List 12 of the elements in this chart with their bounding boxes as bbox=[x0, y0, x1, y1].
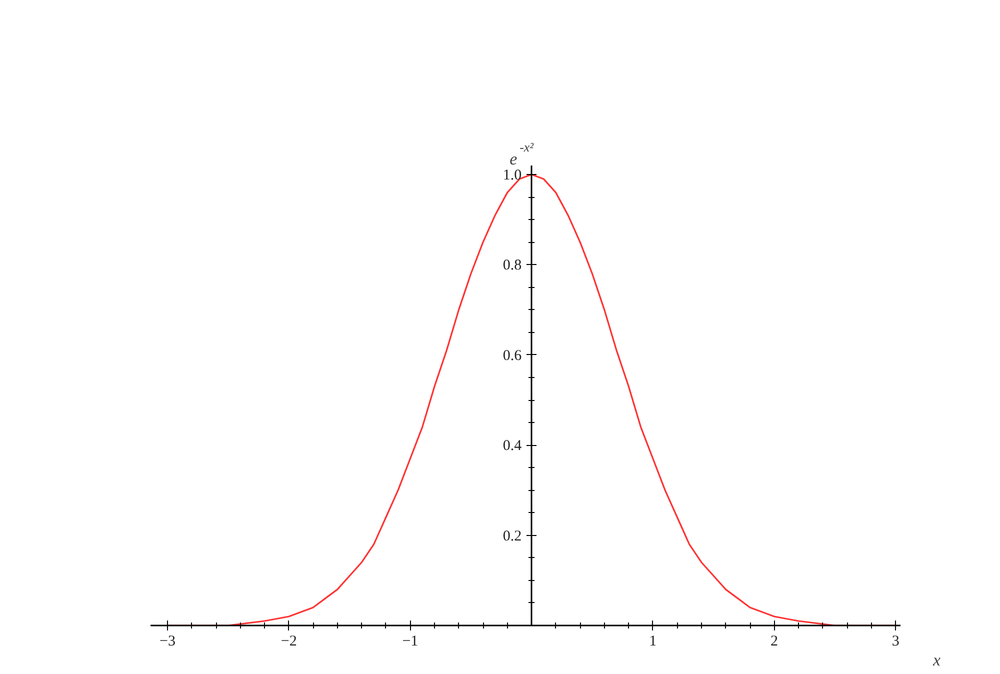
y-tick-label: 0.4 bbox=[502, 438, 522, 454]
x-tick-label: −1 bbox=[402, 634, 418, 650]
x-tick-label: 3 bbox=[892, 634, 900, 650]
y-tick-label: 1.0 bbox=[502, 168, 522, 184]
x-axis-title: x bbox=[932, 650, 941, 670]
y-tick-label: 0.6 bbox=[502, 348, 522, 364]
x-tick-label: 2 bbox=[770, 634, 778, 650]
x-tick-label: −3 bbox=[160, 634, 176, 650]
y-tick-label: 0.8 bbox=[502, 258, 522, 274]
y-tick-label: 0.2 bbox=[502, 528, 522, 544]
x-tick-label: −2 bbox=[280, 634, 297, 650]
x-tick-label: 1 bbox=[649, 634, 657, 650]
